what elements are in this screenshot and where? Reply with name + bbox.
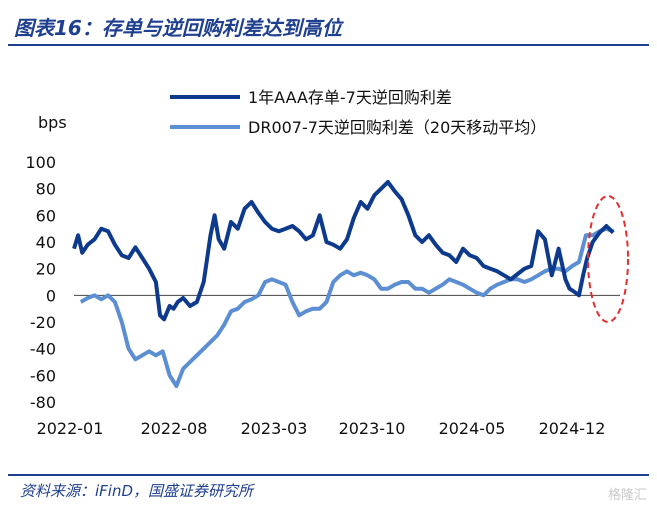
y-tick-label: 80	[36, 180, 56, 199]
legend-label-series1: 1年AAA存单-7天逆回购利差	[248, 88, 452, 107]
legend-label-series2: DR007-7天逆回购利差（20天移动平均）	[248, 118, 546, 137]
watermark: 格隆汇	[607, 488, 647, 503]
chart-legend: 1年AAA存单-7天逆回购利差 DR007-7天逆回购利差（20天移动平均）	[170, 88, 546, 137]
line-chart: 1年AAA存单-7天逆回购利差 DR007-7天逆回购利差（20天移动平均） b…	[25, 88, 629, 438]
y-tick-label: 40	[36, 233, 56, 252]
y-tick-label: 0	[46, 286, 56, 305]
y-tick-label: -80	[30, 393, 56, 412]
source-note: 资料来源：iFinD，国盛证券研究所	[20, 482, 254, 500]
x-tick-labels: 2022-01 2022-08 2023-03 2023-10 2024-05 2024-…	[37, 419, 606, 438]
y-axis-label: bps	[38, 113, 67, 132]
x-tick-label: 2023-10	[339, 419, 406, 438]
title-bar: 图表16：存单与逆回购利差达到高位	[8, 6, 649, 46]
series-layer	[72, 180, 615, 388]
y-tick-label: -60	[30, 366, 56, 385]
x-tick-label: 2022-08	[141, 419, 208, 438]
y-tick-labels: 100 80 60 40 20 0 -20 -40 -60 -80	[25, 153, 56, 412]
source-divider	[8, 474, 649, 476]
page-title: 图表16：存单与逆回购利差达到高位	[14, 16, 342, 40]
y-tick-label: -40	[30, 340, 56, 359]
x-tick-label: 2024-05	[439, 419, 506, 438]
x-tick-label: 2023-03	[241, 419, 308, 438]
series-line-cd-spread	[72, 180, 615, 322]
y-tick-label: 60	[36, 206, 56, 225]
y-tick-label: 20	[36, 260, 56, 279]
y-tick-label: -20	[30, 313, 56, 332]
title-divider	[8, 44, 649, 46]
highlight-ellipse	[587, 195, 629, 323]
x-tick-label: 2024-12	[539, 419, 606, 438]
y-tick-label: 100	[25, 153, 56, 172]
x-tick-label: 2022-01	[37, 419, 104, 438]
series-line-dr007-spread	[79, 226, 614, 388]
